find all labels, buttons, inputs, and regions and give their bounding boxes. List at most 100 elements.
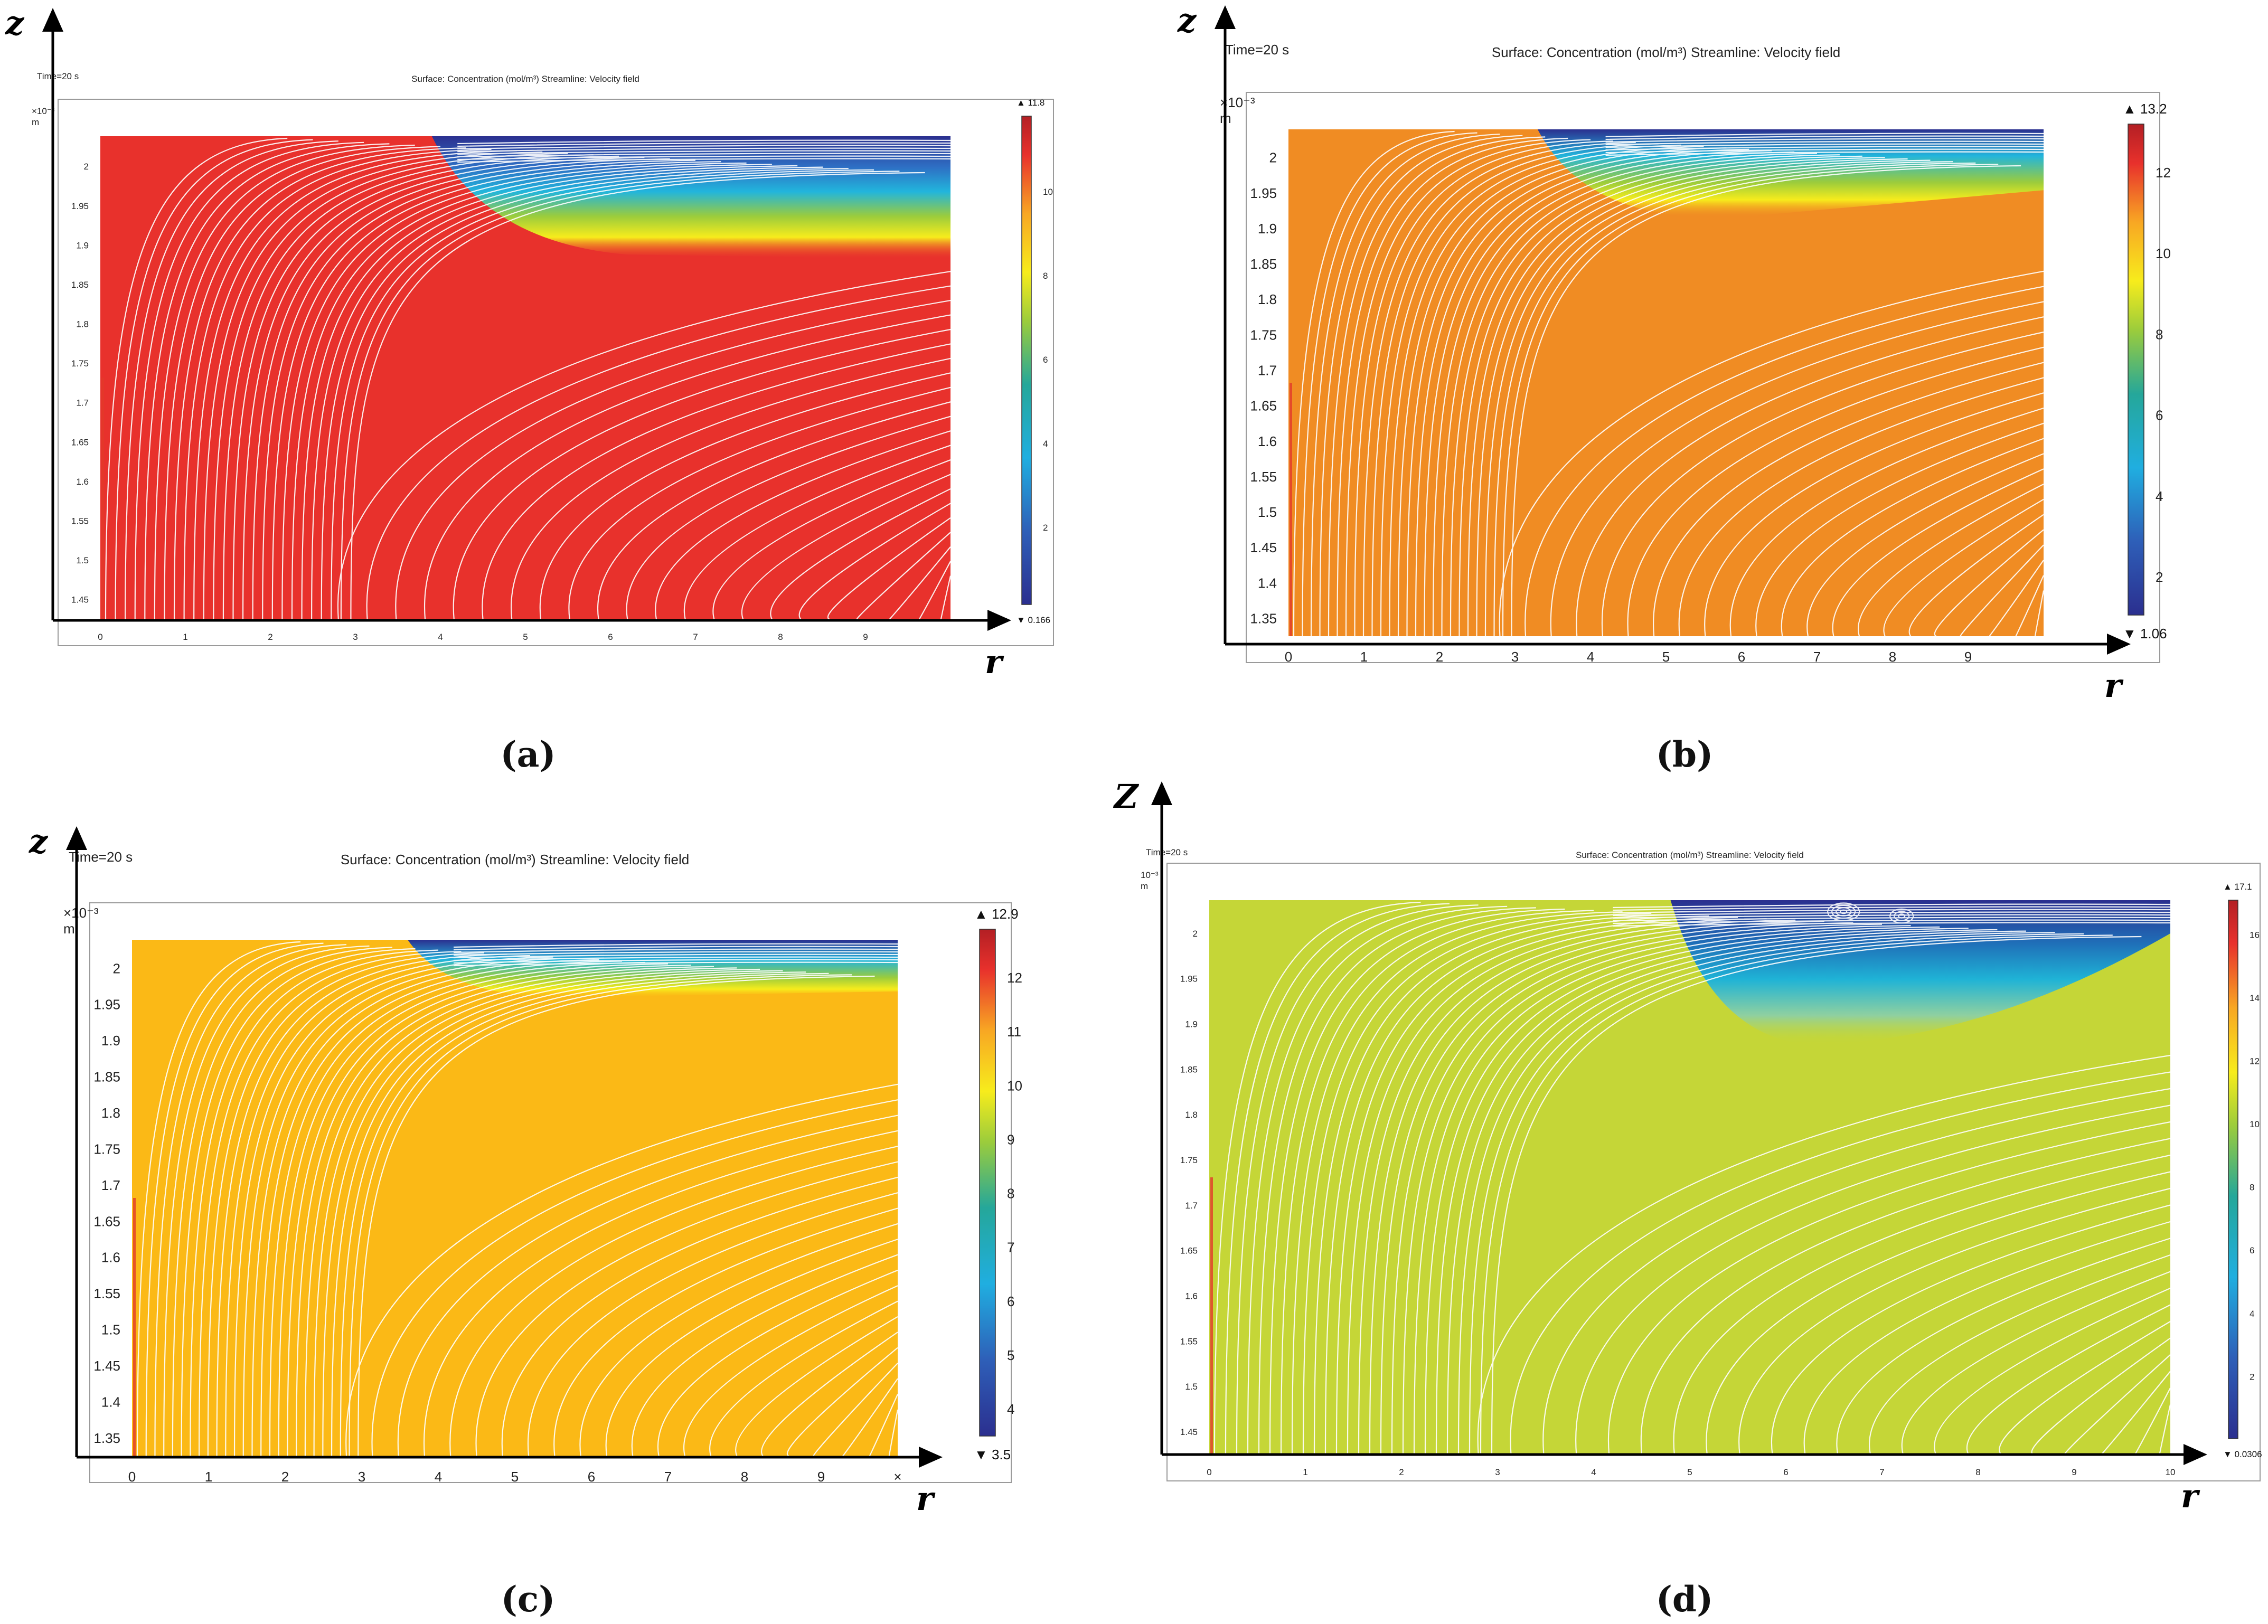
vortex xyxy=(1889,908,1914,924)
y-tick-label: 1.55 xyxy=(93,1286,120,1301)
x-tick-label: 6 xyxy=(1738,649,1745,665)
unit-label-a: m xyxy=(32,117,39,127)
colorbar-tick-label: 10 xyxy=(1007,1078,1022,1093)
streamline xyxy=(1397,147,1727,637)
streamline xyxy=(457,153,951,158)
y-tick-label: 1.85 xyxy=(1180,1064,1198,1074)
streamline xyxy=(1369,921,1824,1455)
streamline xyxy=(457,142,951,147)
vortex xyxy=(1894,911,1910,921)
streamline xyxy=(313,968,760,1457)
streamline xyxy=(1706,1171,2171,1455)
streamline xyxy=(1901,1271,2171,1455)
colorbar-tick-label: 6 xyxy=(1043,355,1048,365)
y-tick-label: 1.9 xyxy=(1258,221,1277,237)
streamline xyxy=(105,137,288,620)
streamline xyxy=(1480,934,2113,1455)
streamline xyxy=(1269,908,1565,1455)
x-tick-label: 3 xyxy=(1495,1467,1500,1477)
streamline xyxy=(136,941,301,1457)
streamline xyxy=(884,546,951,625)
colorbar-tick-label: 2 xyxy=(2156,569,2163,585)
y-tick-label: 1.85 xyxy=(93,1069,120,1085)
streamline xyxy=(1524,286,2044,637)
streamline xyxy=(1605,151,2044,156)
streamline xyxy=(1302,132,1478,637)
streamline xyxy=(1457,932,2055,1455)
streamline xyxy=(712,459,951,620)
streamline xyxy=(190,949,439,1457)
streamline xyxy=(1236,904,1479,1455)
x-tick-label: 8 xyxy=(741,1469,748,1485)
streamlines-a xyxy=(105,137,952,639)
streamline xyxy=(631,1254,898,1457)
streamline xyxy=(1999,1321,2171,1455)
axis-strip-d xyxy=(1210,1177,1213,1455)
y-tick-label: 1.75 xyxy=(93,1141,120,1157)
streamline xyxy=(252,158,670,620)
streamline xyxy=(1771,1204,2171,1455)
y-tick-label: 1.8 xyxy=(1258,291,1277,307)
streamline xyxy=(1424,928,1969,1455)
x-tick-label: 1 xyxy=(1360,649,1368,665)
streamline xyxy=(457,145,951,150)
colorbar-tick-label: 2 xyxy=(1043,523,1048,533)
y-tick-label: 1.7 xyxy=(76,398,89,408)
scale-label-c: ×10⁻³ xyxy=(63,905,99,921)
streamline xyxy=(1605,138,2044,143)
streamline xyxy=(1328,136,1546,637)
y-tick-label: 1.95 xyxy=(1180,974,1198,984)
time-label-b: Time=20 s xyxy=(1225,42,1289,58)
r-axis-label-d: r xyxy=(2181,1477,2200,1515)
colorbar-a xyxy=(1021,116,1032,605)
caption-c: (c) xyxy=(449,1579,607,1620)
streamline xyxy=(1542,1088,2171,1455)
streamline xyxy=(1510,1071,2171,1455)
streamline xyxy=(1605,133,2044,138)
caption-d-text: (d) xyxy=(1655,1579,1714,1620)
y-tick-label: 2 xyxy=(1269,150,1277,166)
streamline xyxy=(193,150,517,620)
streamline xyxy=(1781,438,2044,637)
streamline xyxy=(154,144,415,620)
streamline xyxy=(222,154,594,620)
y-tick-label: 1.9 xyxy=(1185,1019,1198,1030)
streamline xyxy=(173,147,466,620)
streamline xyxy=(281,162,747,620)
streamline xyxy=(1415,150,1772,637)
streamline xyxy=(1413,926,1940,1455)
x-tick-label: 6 xyxy=(608,632,613,642)
x-tick-label: 7 xyxy=(664,1469,672,1485)
streamline xyxy=(1858,484,2044,637)
streamline xyxy=(172,947,393,1457)
streamline xyxy=(657,1269,898,1457)
x-tick-label: 3 xyxy=(1511,649,1519,665)
streamline xyxy=(262,159,696,620)
streamline xyxy=(798,503,951,620)
x-tick-label: 7 xyxy=(1879,1467,1884,1477)
y-tick-label: 1.9 xyxy=(101,1033,120,1049)
r-axis-label-c: r xyxy=(916,1479,936,1518)
streamline xyxy=(741,474,951,620)
colorbar-b xyxy=(2128,124,2144,616)
x-tick-label: 4 xyxy=(435,1469,442,1485)
streamline xyxy=(1247,905,1508,1455)
streamline xyxy=(457,155,951,160)
plot-frame-b xyxy=(1246,92,2160,663)
axis-strip-c xyxy=(133,1198,136,1456)
panel-a: 1.45 1.5 1.55 1.6 1.65 1.7 1.75 1.8 1.85 1.9 1.95 2… xyxy=(5,4,1054,681)
streamline xyxy=(232,155,619,620)
y-tick-label: 1.7 xyxy=(1258,363,1277,379)
streamline xyxy=(321,168,849,620)
x-tick-label: 1 xyxy=(1303,1467,1307,1477)
streamline xyxy=(1832,468,2044,637)
streamline xyxy=(1729,407,2044,637)
streamline xyxy=(1446,930,2027,1455)
y-tick-label: 1.95 xyxy=(1250,185,1277,201)
y-tick-label: 1.4 xyxy=(1258,575,1277,591)
y-tick-label: 1.5 xyxy=(101,1322,120,1338)
streamline xyxy=(1391,923,1883,1455)
streamline xyxy=(1280,910,1594,1455)
colorbar-tick-label: 11 xyxy=(1007,1024,1021,1040)
x-tick-label: 2 xyxy=(1436,649,1443,665)
